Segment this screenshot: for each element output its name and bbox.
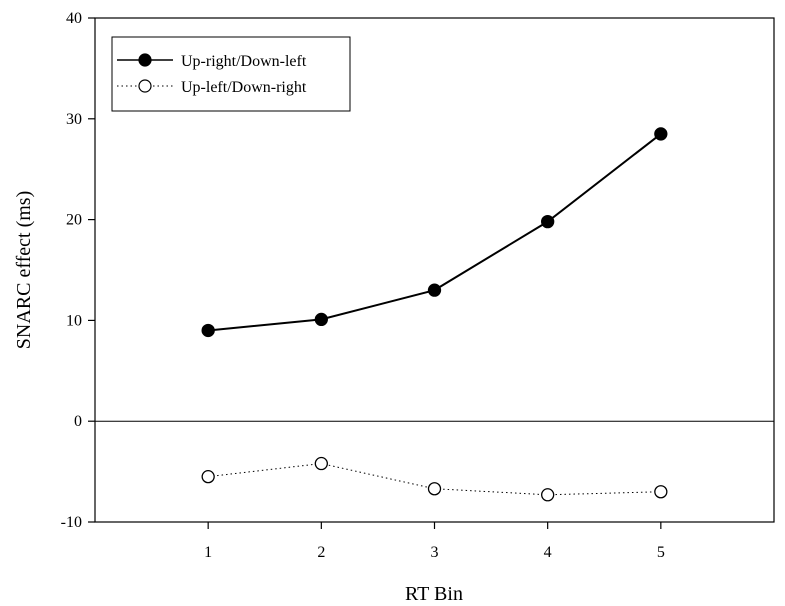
y-tick-label: 0 [74,413,82,430]
y-tick-label: 20 [66,212,82,229]
x-tick-label: 2 [317,544,325,561]
x-tick-label: 3 [431,544,439,561]
series-2-point [427,482,442,496]
legend-box [111,36,351,112]
series-1-point [201,323,215,338]
y-tick-label: 10 [66,312,82,329]
series-1-point [541,214,555,229]
series-2-point [314,456,328,471]
y-tick-label: -10 [61,514,82,531]
series-1-point [427,283,442,297]
series-2-point [654,485,668,499]
series-1-line [208,133,662,332]
y-tick-label: 30 [66,111,82,128]
y-tick-label: 40 [66,10,82,27]
y-axis-ticks: -10 0 10 20 30 40 [61,10,95,531]
x-tick-label: 5 [657,544,665,561]
legend-marker-series-1 [138,53,152,67]
x-axis-ticks: 1 2 3 4 5 [204,522,665,561]
x-tick-label: 1 [204,544,212,561]
legend: Up-right/Down-left Up-left/Down-right [111,36,351,112]
legend-marker-series-2 [138,79,152,93]
y-axis-title: SNARC effect (ms) [13,191,35,350]
legend-label-series-2: Up-left/Down-right [181,79,307,96]
series-2-point [201,469,215,484]
x-tick-label: 4 [544,544,552,561]
series-1-point [314,312,328,327]
series-1-point [654,127,668,141]
series-2-point [541,488,555,502]
legend-label-series-1: Up-right/Down-left [181,53,307,70]
x-axis-title: RT Bin [405,583,463,605]
series-layer [201,127,668,502]
